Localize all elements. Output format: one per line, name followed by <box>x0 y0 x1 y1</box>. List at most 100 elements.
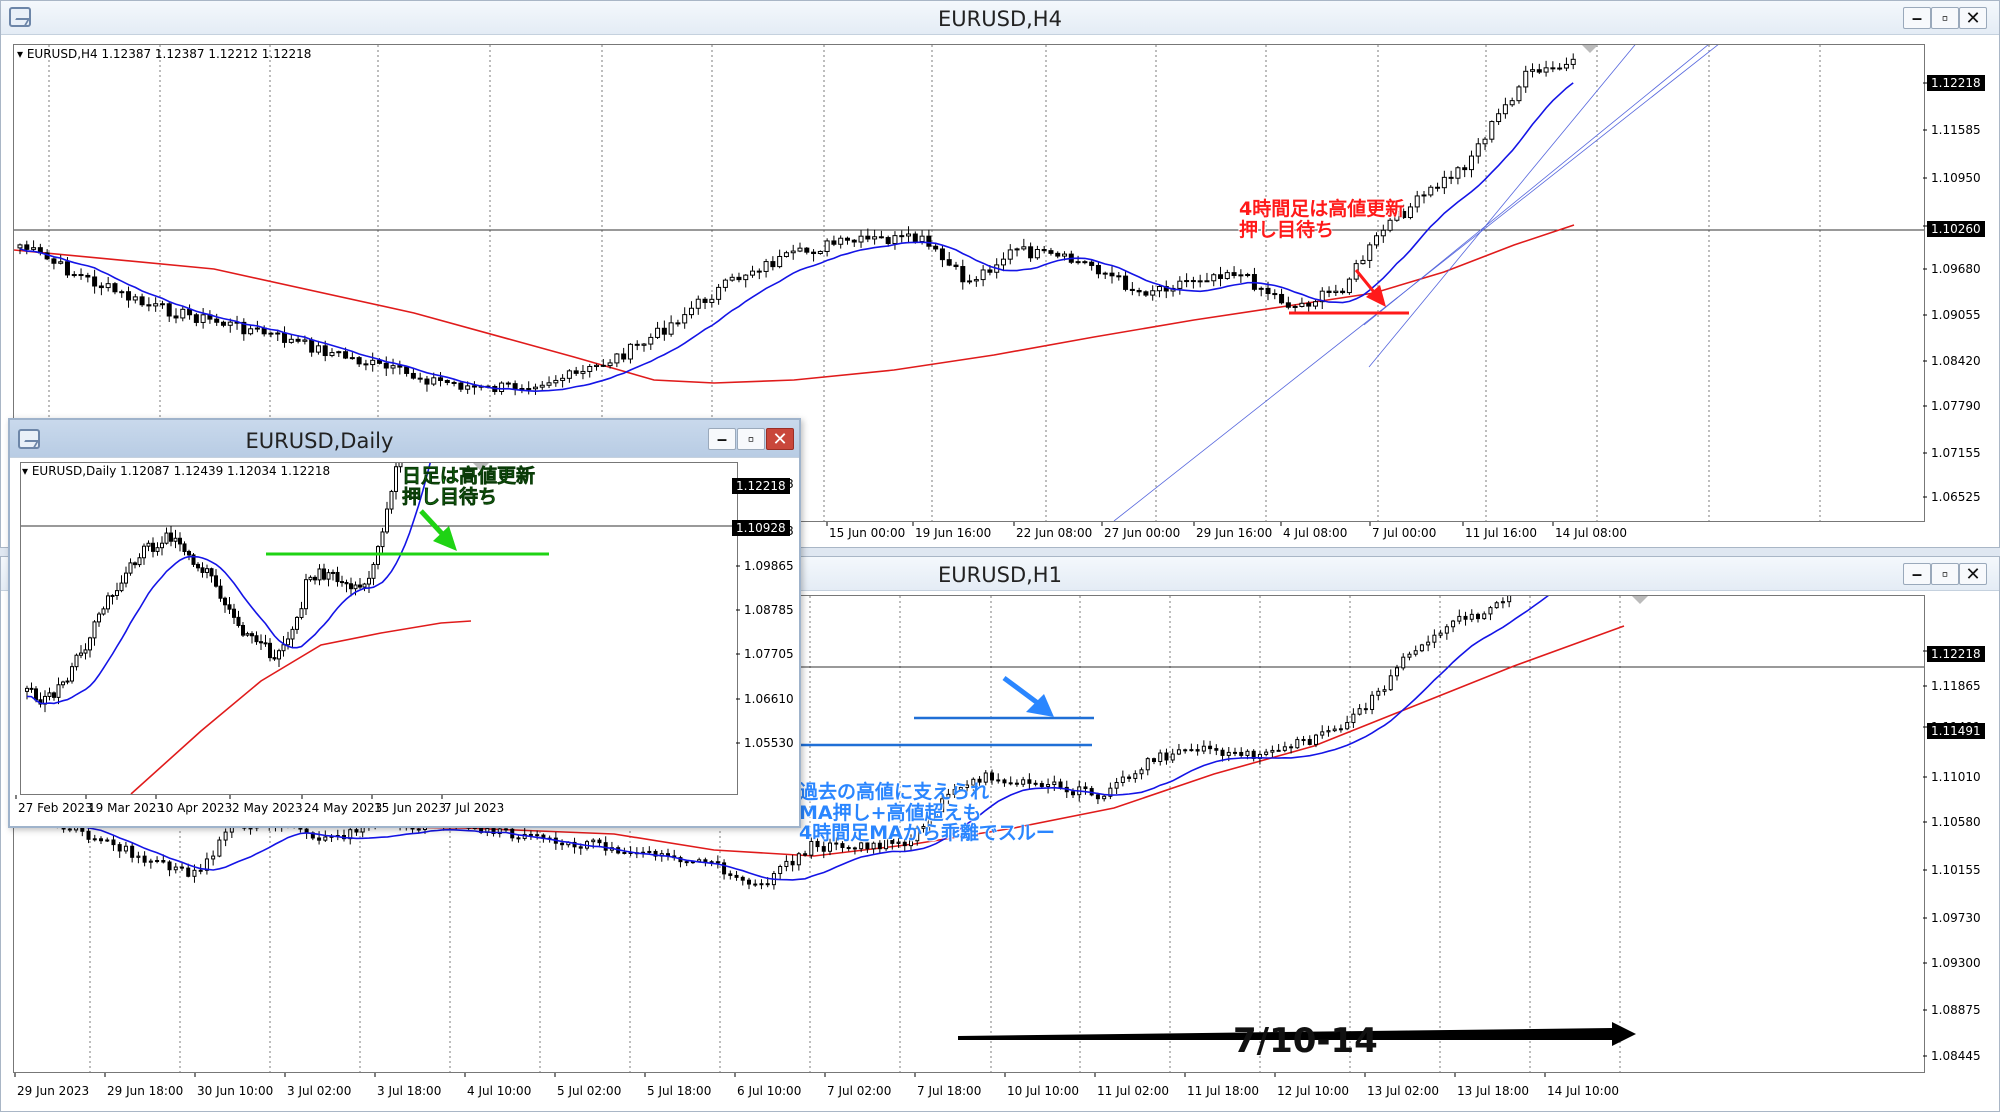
daily-time-label: 7 Jul 2023 <box>444 801 504 815</box>
h1-candle-body <box>852 847 857 850</box>
h4-candle-body <box>1536 69 1542 73</box>
h1-candle-body <box>161 860 166 863</box>
h1-candle-body <box>1401 656 1406 669</box>
h4-candle-body <box>322 345 328 357</box>
close-button[interactable]: ✕ <box>1959 7 1987 29</box>
h1-time-label: 10 Jul 10:00 <box>1007 1084 1079 1098</box>
h4-candle-body <box>315 345 321 353</box>
h1-candle-body <box>840 843 845 849</box>
daily-candle-body <box>29 687 34 690</box>
h4-candle-body <box>173 315 179 319</box>
h1-candle-body <box>896 841 901 844</box>
close-button[interactable]: ✕ <box>1959 563 1987 585</box>
h4-titlebar[interactable]: EURUSD,H4 – ▫ ✕ <box>1 1 1999 35</box>
h4-candle-body <box>1007 249 1013 260</box>
daily-symbol-info: ▾ EURUSD,Daily 1.12087 1.12439 1.12034 1… <box>22 464 330 478</box>
h4-candle-body <box>1123 275 1129 290</box>
daily-price-label: 1.10928 <box>744 524 794 538</box>
daily-price-label: 1.08785 <box>744 603 794 617</box>
h4-price-label: 1.09680 <box>1931 262 1981 276</box>
h4-candle-body <box>946 259 952 266</box>
maximize-button[interactable]: ▫ <box>1931 7 1959 29</box>
h4-candle-body <box>1177 280 1183 289</box>
daily-candle-body <box>146 542 151 547</box>
h4-candle-body <box>1102 272 1108 275</box>
h1-time-label: 4 Jul 10:00 <box>467 1084 531 1098</box>
maximize-button[interactable]: ▫ <box>737 428 765 450</box>
h4-candle-body <box>329 352 335 357</box>
h1-candle-body <box>990 772 994 781</box>
daily-time-label: 15 Jun 2023 <box>374 801 446 815</box>
daily-titlebar[interactable]: EURUSD,Daily – ▫ ✕ <box>10 420 799 458</box>
h1-candle-body <box>877 842 882 850</box>
h4-candle-body <box>336 351 342 354</box>
h4-candle-body <box>397 365 403 368</box>
minimize-button[interactable]: – <box>708 428 736 450</box>
h1-candle-body <box>1008 782 1013 785</box>
h1-price-label: 1.09300 <box>1931 956 1981 970</box>
h4-candle-body <box>1441 176 1447 189</box>
daily-window-title: EURUSD,Daily <box>245 429 394 453</box>
dropdown-triangle-icon: ▾ <box>17 47 27 61</box>
h1-candle-body <box>909 840 913 847</box>
h4-candle-body <box>1184 280 1190 283</box>
h4-price-label: 1.11585 <box>1931 123 1981 137</box>
h4-candle-body <box>1312 301 1318 307</box>
h4-candle-body <box>1075 261 1081 264</box>
daily-annotation-line-1: 日足は高値更新 <box>402 465 536 487</box>
h1-candle-body <box>354 829 359 833</box>
daily-candle-body <box>65 680 70 683</box>
h1-candle-body <box>1095 794 1100 800</box>
h1-arrow-shaft <box>1002 675 1041 707</box>
daily-candle-body <box>317 568 322 581</box>
daily-candle-body <box>376 546 380 565</box>
h1-candle-body <box>1469 613 1474 620</box>
h4-candle-body <box>546 382 552 386</box>
h4-candle-body <box>349 357 355 360</box>
h4-candle-body <box>1258 287 1264 290</box>
h1-candle-body <box>1139 769 1144 775</box>
h4-candle-body <box>824 240 830 252</box>
h1-hline-price-tag-text: 1.11491 <box>1931 724 1981 738</box>
h1-candle-body <box>1014 782 1019 785</box>
h4-candle-body <box>268 332 274 335</box>
daily-candle-body <box>286 638 290 646</box>
h4-price-label: 1.10950 <box>1931 171 1981 185</box>
daily-candle-body <box>97 613 101 623</box>
h4-candle-body <box>587 365 593 372</box>
daily-info-text: EURUSD,Daily 1.12087 1.12439 1.12034 1.1… <box>31 464 331 478</box>
daily-price-label: 1.12218 <box>744 477 794 491</box>
daily-candle-body <box>56 684 61 698</box>
h4-candle-body <box>1021 246 1027 250</box>
h4-candle-body <box>892 235 898 244</box>
h1-candle-body <box>1276 749 1281 752</box>
daily-plot-area[interactable] <box>20 462 738 795</box>
minimize-button[interactable]: – <box>1903 7 1931 29</box>
h4-candle-body <box>695 298 701 309</box>
minimize-button[interactable]: – <box>1903 563 1931 585</box>
daily-candle-body <box>245 633 250 636</box>
daily-current-price-tag-box <box>732 478 790 494</box>
daily-candle-body <box>299 608 304 618</box>
daily-candle-body <box>128 562 133 574</box>
h4-candle-body <box>1095 264 1101 275</box>
h4-candle-body <box>831 240 837 245</box>
h1-candle-body <box>1370 694 1375 710</box>
close-button[interactable]: ✕ <box>766 428 794 450</box>
daily-candle-body <box>353 584 358 590</box>
h4-candle-body <box>17 244 23 249</box>
h4-candle-body <box>1218 274 1224 279</box>
maximize-button[interactable]: ▫ <box>1931 563 1959 585</box>
h1-candle-body <box>173 866 178 871</box>
h1-candle-body <box>1301 739 1306 742</box>
h4-hline-price-tag-box <box>1927 221 1985 237</box>
h4-candle-body <box>987 269 993 273</box>
h4-annotation-line-2: 押し目待ち <box>1239 218 1335 241</box>
daily-candle-body <box>241 624 245 636</box>
h4-candle-body <box>295 338 301 342</box>
h4-candle-body <box>1380 229 1386 237</box>
h1-candle-body <box>1295 739 1300 749</box>
h4-candle-body <box>1462 167 1468 171</box>
h4-candle-body <box>444 379 450 383</box>
h1-price-label: 1.11491 <box>1931 720 1981 734</box>
